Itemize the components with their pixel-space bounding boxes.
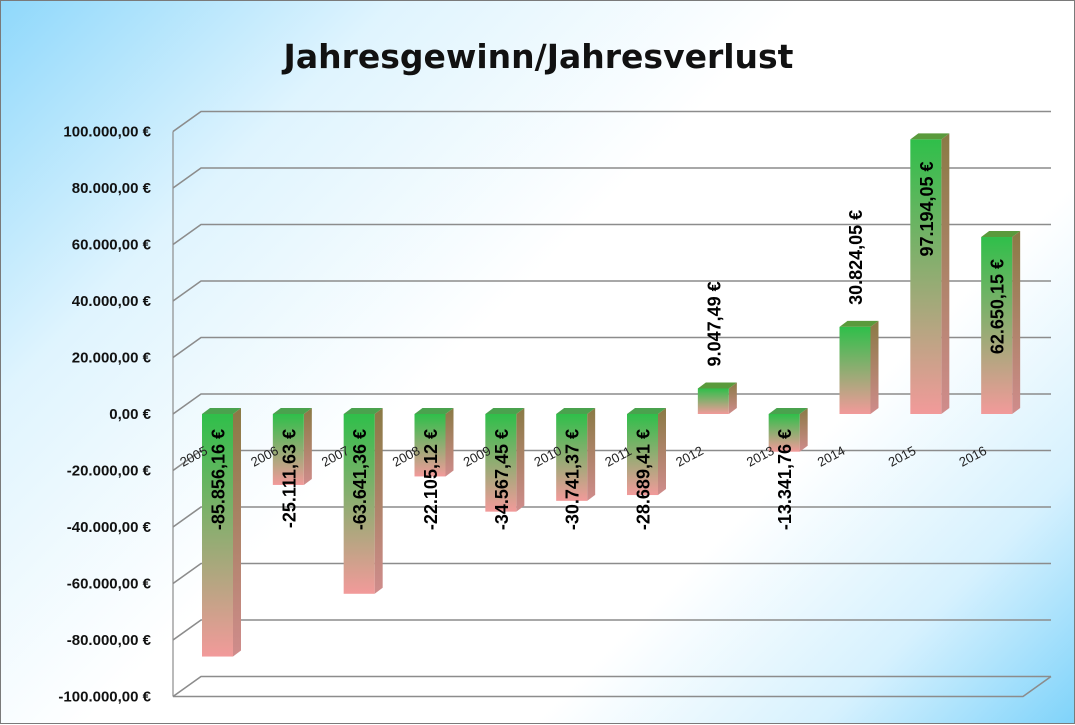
data-label: -30.741,37 € bbox=[563, 429, 583, 530]
bar-top bbox=[627, 408, 666, 414]
x-tick-label: 2014 bbox=[815, 443, 848, 470]
data-label: 62.650,15 € bbox=[988, 259, 1008, 354]
bar bbox=[485, 414, 517, 512]
y-tick-label: 80.000,00 € bbox=[72, 180, 152, 197]
gridline bbox=[172, 562, 1051, 585]
bar-side bbox=[728, 382, 737, 414]
gridline bbox=[172, 449, 1051, 472]
gridline bbox=[172, 506, 1051, 528]
bar-side bbox=[587, 408, 596, 501]
floor-edge bbox=[173, 675, 1052, 698]
bar bbox=[910, 139, 942, 414]
data-label: 9.047,49 € bbox=[704, 281, 724, 366]
y-tick-label: 100.000,00 € bbox=[63, 124, 151, 141]
bar bbox=[839, 326, 871, 414]
data-label: -13.341,76 € bbox=[775, 429, 795, 530]
bar-top bbox=[485, 408, 525, 414]
gridline bbox=[172, 336, 1051, 359]
y-tick-label: 40.000,00 € bbox=[72, 293, 152, 310]
bar bbox=[556, 414, 588, 501]
bar bbox=[768, 414, 800, 452]
data-label: -25.111,63 € bbox=[279, 429, 299, 528]
bar-side bbox=[445, 408, 454, 477]
bar-top bbox=[981, 231, 1021, 238]
gridline bbox=[172, 280, 1051, 302]
bar-top bbox=[414, 408, 454, 414]
bar-top bbox=[697, 382, 737, 389]
bar-side bbox=[799, 408, 808, 452]
y-tick-label: -80.000,00 € bbox=[67, 632, 152, 649]
gridline bbox=[172, 167, 1051, 189]
bar bbox=[272, 414, 304, 485]
data-label: -22.105,12 € bbox=[421, 429, 441, 530]
bar bbox=[414, 414, 446, 477]
data-label: -34.567,45 € bbox=[492, 429, 512, 530]
y-tick-label: -40.000,00 € bbox=[67, 519, 152, 536]
gridline bbox=[172, 223, 1051, 246]
bar bbox=[202, 414, 233, 657]
data-label: -85.856,16 € bbox=[209, 429, 229, 530]
bar bbox=[627, 414, 658, 496]
bar-side bbox=[303, 408, 312, 485]
x-tick-label: 2015 bbox=[886, 443, 919, 470]
gridline bbox=[172, 110, 1051, 133]
bar-top bbox=[272, 408, 312, 414]
bar-side bbox=[1012, 231, 1021, 414]
chart-title: Jahresgewinn/Jahresverlust bbox=[283, 37, 794, 76]
data-label: -63.641,36 € bbox=[350, 429, 370, 530]
bar-side bbox=[233, 408, 241, 657]
bar-top bbox=[768, 408, 808, 414]
y-tick-label: 60.000,00 € bbox=[72, 237, 152, 254]
bar-top bbox=[202, 408, 241, 414]
bar-top bbox=[839, 320, 879, 327]
data-label: 97.194,05 € bbox=[917, 161, 937, 256]
bar-side bbox=[658, 408, 666, 496]
y-tick-label: 0,00 € bbox=[109, 406, 151, 423]
y-tick-label: -20.000,00 € bbox=[67, 463, 152, 480]
y-tick-label: -100.000,00 € bbox=[58, 689, 151, 706]
bar-top bbox=[343, 408, 383, 414]
bar-side bbox=[374, 408, 383, 594]
bar-top bbox=[910, 133, 950, 140]
x-tick-label: 2012 bbox=[673, 443, 706, 470]
bar-top bbox=[556, 408, 596, 414]
x-tick-label: 2016 bbox=[957, 443, 990, 470]
bar bbox=[981, 237, 1013, 414]
bar-side bbox=[941, 133, 950, 414]
bar bbox=[697, 388, 729, 414]
bar bbox=[343, 414, 375, 594]
data-label: 30.824,05 € bbox=[846, 210, 866, 305]
bar-side bbox=[516, 408, 525, 512]
y-tick-label: -60.000,00 € bbox=[67, 576, 152, 593]
data-label: -28.689,41 € bbox=[634, 429, 654, 530]
bar-side bbox=[870, 320, 879, 414]
gridline bbox=[172, 393, 1051, 415]
gridline bbox=[172, 675, 1051, 698]
y-tick-label: 20.000,00 € bbox=[72, 350, 152, 367]
gridline bbox=[172, 619, 1051, 641]
